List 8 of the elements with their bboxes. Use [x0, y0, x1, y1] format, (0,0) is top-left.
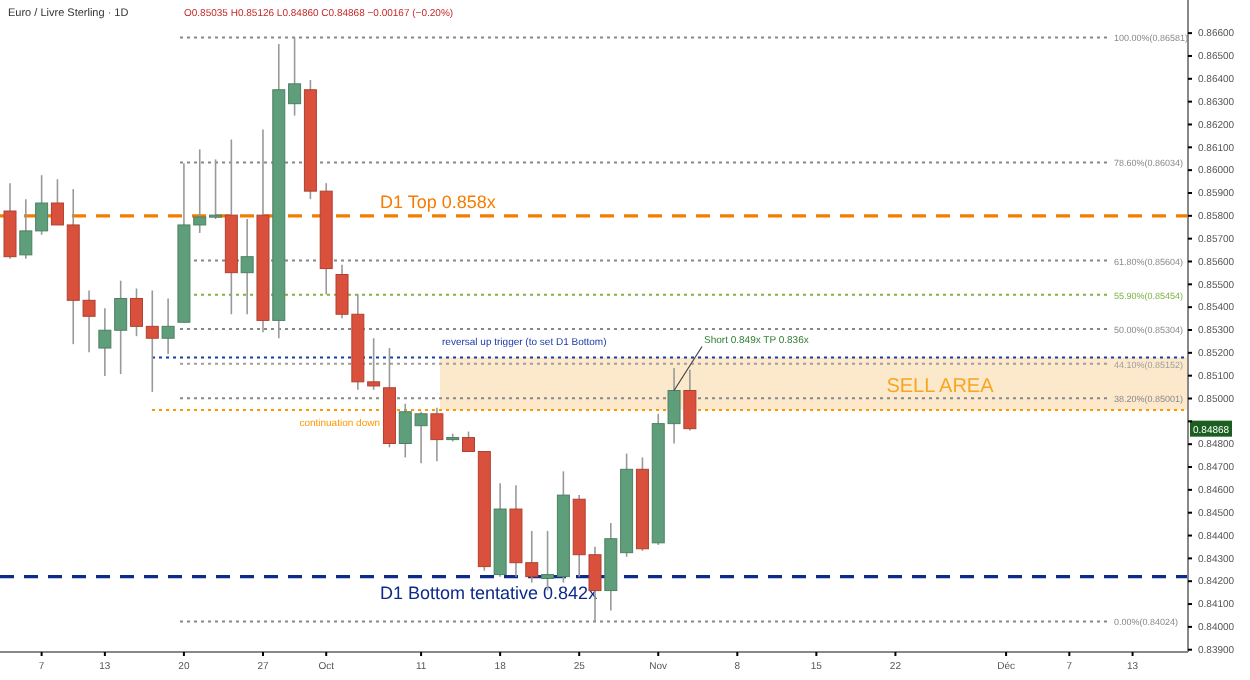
- candlestick: [430, 406, 444, 463]
- candlestick: [161, 297, 175, 355]
- band-label: SELL AREA: [886, 375, 995, 398]
- candlestick: [3, 182, 17, 260]
- ref-line-label: D1 Bottom tentative 0.842x: [380, 582, 599, 603]
- candlestick: [683, 368, 697, 432]
- ref-line-label: D1 Top 0.858x: [380, 191, 497, 212]
- candlestick: [240, 218, 254, 316]
